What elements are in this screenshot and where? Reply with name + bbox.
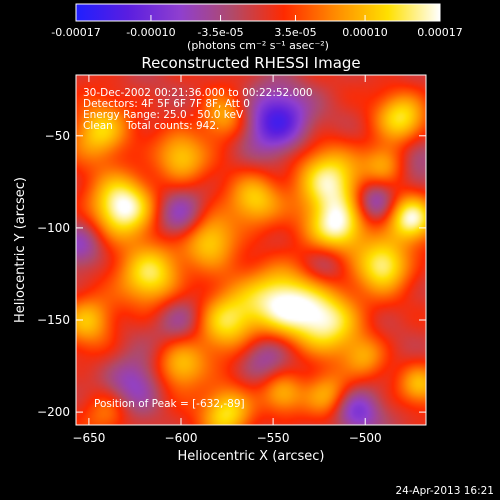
annotation-energy-range: Energy Range: 25.0 - 50.0 keV [83, 109, 244, 121]
x-tick-label: −550 [257, 431, 290, 445]
x-tick-label: −600 [165, 431, 198, 445]
colorbar-units: (photons cm⁻² s⁻¹ asec⁻²) [187, 39, 329, 52]
chart-title: Reconstructed RHESSI Image [141, 54, 360, 72]
y-tick-label: −150 [37, 313, 70, 327]
y-tick-label: −100 [37, 221, 70, 235]
x-axis-label: Heliocentric X (arcsec) [178, 449, 325, 464]
annotation-clean-counts: Clean Total counts: 942. [83, 120, 219, 132]
colorbar-tick-label: 0.00017 [417, 26, 463, 39]
colorbar-gradient [75, 3, 441, 22]
colorbar: -0.00017 -0.00010 -3.5e-05 3.5e-05 0.00010 0.… [51, 3, 463, 52]
colorbar-tick-label: -3.5e-05 [197, 26, 243, 39]
heatmap-image [76, 75, 426, 425]
x-tick-label: −500 [349, 431, 382, 445]
y-tick-label: −50 [45, 129, 70, 143]
x-tick-label: −650 [72, 431, 105, 445]
colorbar-tick-label: 0.00010 [342, 26, 388, 39]
annotation-time-range: 30-Dec-2002 00:21:36.000 to 00:22:52.000 [83, 87, 313, 99]
y-tick-label: −200 [37, 405, 70, 419]
plot-frame [75, 74, 427, 426]
colorbar-tick-label: -0.00010 [126, 26, 175, 39]
colorbar-tick-label: -0.00017 [51, 26, 100, 39]
annotation-detectors: Detectors: 4F 5F 6F 7F 8F, Att 0 [83, 98, 250, 110]
peak-position-label: Position of Peak = [-632,-89] [94, 398, 245, 410]
colorbar-ticks: -0.00017 -0.00010 -3.5e-05 3.5e-05 0.00010 0.… [51, 15, 463, 39]
timestamp: 24-Apr-2013 16:21 [395, 485, 494, 497]
colorbar-tick-label: 3.5e-05 [274, 26, 316, 39]
x-axis: −650 −600 −550 −500 [72, 75, 382, 445]
y-axis-label: Heliocentric Y (arcsec) [13, 177, 28, 323]
annotations: 30-Dec-2002 00:21:36.000 to 00:22:52.000… [83, 87, 313, 410]
y-axis: −50 −100 −150 −200 [37, 129, 426, 419]
